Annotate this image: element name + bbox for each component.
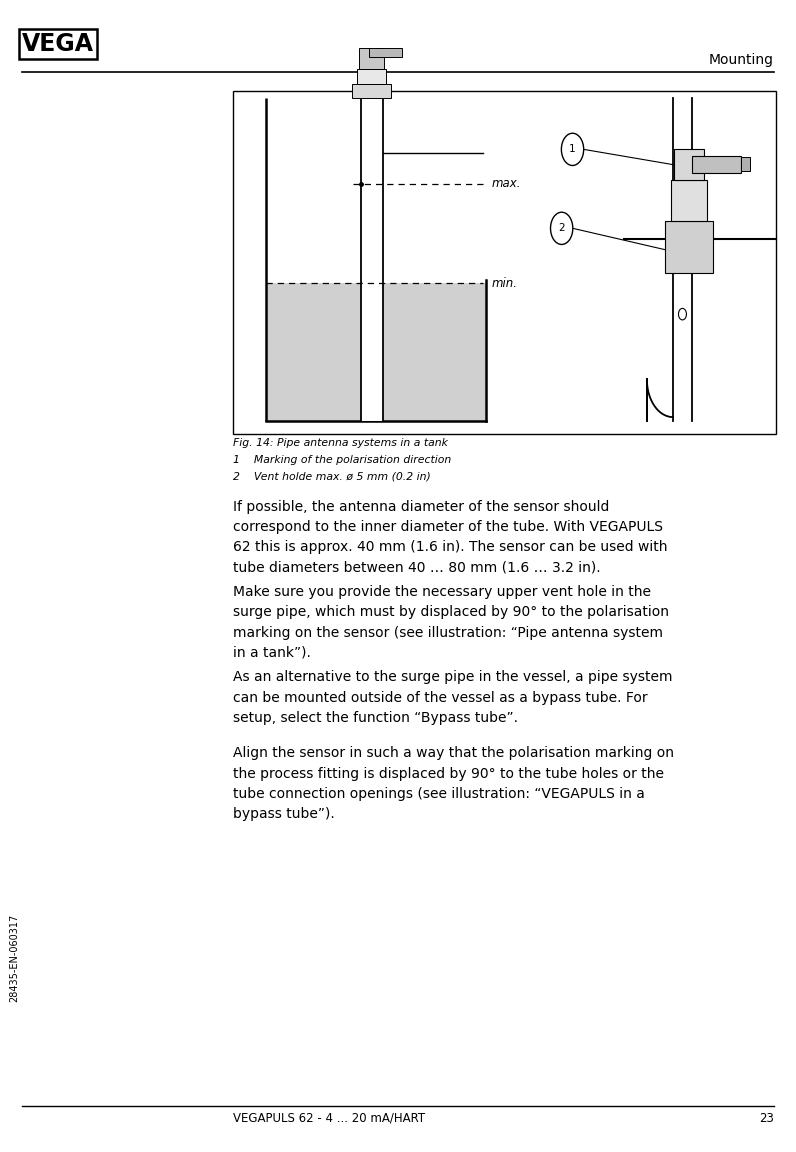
Circle shape (551, 212, 573, 244)
Text: surge pipe, which must by displaced by 90° to the polarisation: surge pipe, which must by displaced by 9… (233, 606, 669, 620)
Bar (357, 69, 386, 84)
Text: setup, select the function “Bypass tube”.: setup, select the function “Bypass tube”… (233, 711, 518, 725)
Text: 1: 1 (569, 144, 576, 154)
Text: Make sure you provide the necessary upper vent hole in the: Make sure you provide the necessary uppe… (233, 585, 651, 599)
Text: bypass tube”).: bypass tube”). (233, 806, 335, 821)
Bar (741, 157, 751, 170)
Circle shape (561, 134, 583, 166)
Circle shape (678, 309, 686, 320)
Text: Align the sensor in such a way that the polarisation marking on: Align the sensor in such a way that the … (233, 746, 674, 760)
Bar (361, 98, 383, 420)
Bar (352, 84, 391, 98)
Text: in a tank”).: in a tank”). (233, 645, 311, 660)
Text: VEGAPULS 62 - 4 ... 20 mA/HART: VEGAPULS 62 - 4 ... 20 mA/HART (233, 1112, 425, 1124)
Text: the process fitting is displaced by 90° to the tube holes or the: the process fitting is displaced by 90° … (233, 767, 664, 781)
Text: max.: max. (491, 177, 521, 190)
Bar (369, 48, 401, 58)
Bar (359, 48, 384, 69)
Text: 2    Vent holde max. ø 5 mm (0.2 in): 2 Vent holde max. ø 5 mm (0.2 in) (233, 472, 431, 482)
Text: can be mounted outside of the vessel as a bypass tube. For: can be mounted outside of the vessel as … (233, 691, 648, 705)
Text: 62 this is approx. 40 mm (1.6 in). The sensor can be used with: 62 this is approx. 40 mm (1.6 in). The s… (233, 540, 668, 554)
Text: 2: 2 (558, 223, 565, 234)
Bar (665, 221, 713, 273)
Text: min.: min. (491, 276, 517, 290)
Bar (674, 150, 704, 180)
Text: If possible, the antenna diameter of the sensor should: If possible, the antenna diameter of the… (233, 500, 610, 514)
Text: correspond to the inner diameter of the tube. With VEGAPULS: correspond to the inner diameter of the … (233, 521, 663, 535)
Text: VEGA: VEGA (22, 32, 94, 56)
Text: 1    Marking of the polarisation direction: 1 Marking of the polarisation direction (233, 455, 451, 464)
Text: tube connection openings (see illustration: “VEGAPULS in a: tube connection openings (see illustrati… (233, 787, 645, 801)
Bar (693, 156, 741, 173)
Text: 28435-EN-060317: 28435-EN-060317 (10, 914, 19, 1002)
Text: Fig. 14: Pipe antenna systems in a tank: Fig. 14: Pipe antenna systems in a tank (233, 438, 448, 448)
Text: As an alternative to the surge pipe in the vessel, a pipe system: As an alternative to the surge pipe in t… (233, 670, 673, 684)
Text: Mounting: Mounting (708, 53, 774, 68)
Text: marking on the sensor (see illustration: “Pipe antenna system: marking on the sensor (see illustration:… (233, 626, 663, 639)
Text: 23: 23 (759, 1112, 774, 1124)
Text: tube diameters between 40 … 80 mm (1.6 … 3.2 in).: tube diameters between 40 … 80 mm (1.6 …… (233, 561, 601, 575)
Bar (233, 91, 776, 434)
Bar (266, 283, 486, 420)
Bar (672, 180, 707, 221)
